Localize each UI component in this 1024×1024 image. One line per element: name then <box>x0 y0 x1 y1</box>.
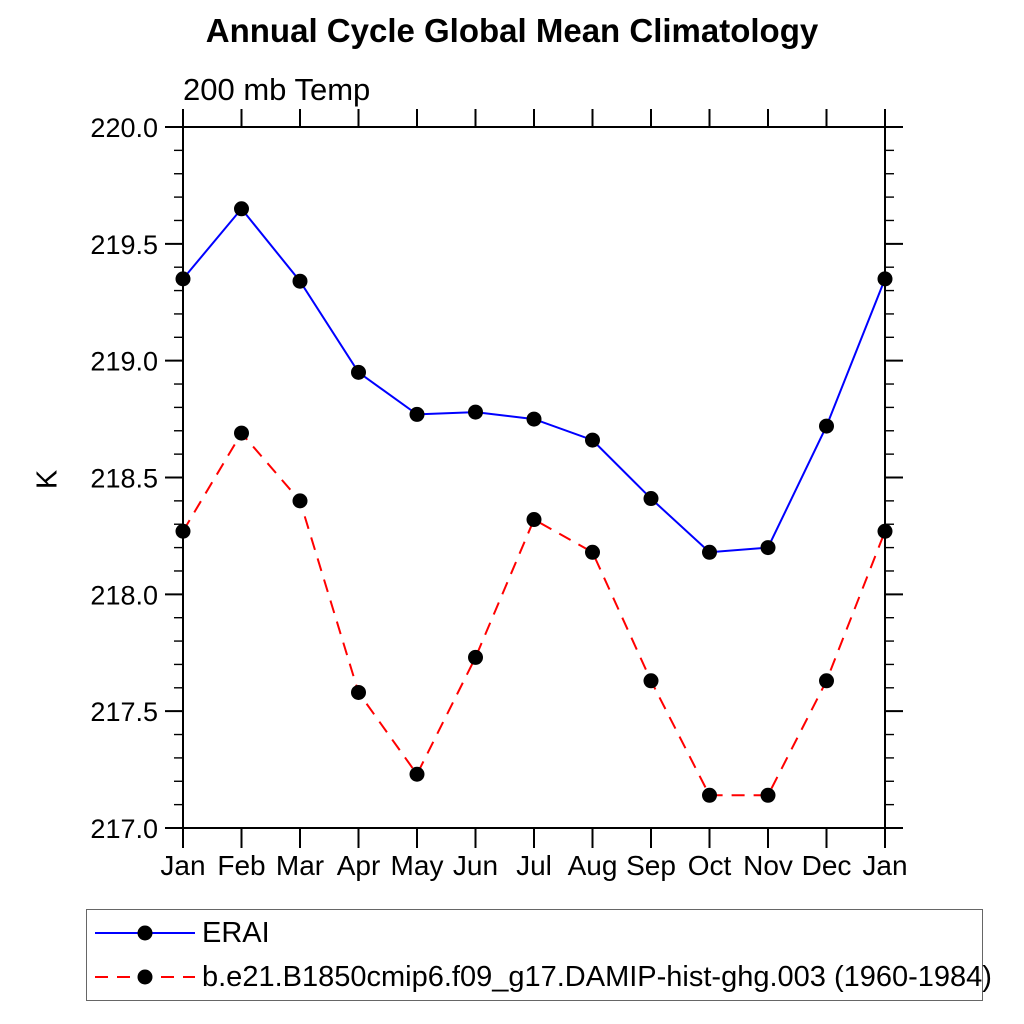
x-tick-label: Feb <box>217 850 265 881</box>
data-point-marker-s0 <box>643 491 659 507</box>
y-tick-label: 220.0 <box>90 113 158 143</box>
y-tick-label: 217.0 <box>90 814 158 844</box>
data-point-marker-s0 <box>760 540 776 556</box>
x-tick-label: May <box>391 850 444 881</box>
series-line-0 <box>182 207 886 554</box>
series-line-1 <box>182 431 886 797</box>
data-point-marker-s1 <box>292 493 308 509</box>
x-tick-label: Aug <box>568 850 618 881</box>
data-point-marker-s0 <box>409 406 425 422</box>
data-point-marker-s0 <box>702 544 717 560</box>
legend-sample-dashed-line <box>95 969 195 985</box>
legend-item-model: b.e21.B1850cmip6.f09_g17.DAMIP-hist-ghg.… <box>87 955 992 999</box>
data-point-marker-s0 <box>585 432 600 448</box>
y-tick-label: 218.0 <box>90 580 158 610</box>
data-point-marker-s1 <box>409 766 425 782</box>
data-point-marker-s1 <box>234 425 249 441</box>
legend-item-erai: ERAI <box>87 911 982 955</box>
data-point-marker-s1 <box>643 673 659 689</box>
x-tick-label: Apr <box>337 850 381 881</box>
legend-sample-solid-line <box>95 925 195 941</box>
x-tick-label: Jun <box>453 850 498 881</box>
data-point-marker-s1 <box>585 544 600 560</box>
data-point-marker-s0 <box>877 271 893 287</box>
legend-label-erai: ERAI <box>202 916 270 949</box>
data-point-marker-s0 <box>526 411 542 427</box>
data-point-marker-s1 <box>877 523 893 539</box>
y-tick-label: 219.0 <box>90 347 158 377</box>
x-tick-label: Oct <box>688 850 732 881</box>
legend-box: ERAI b.e21.B1850cmip6.f09_g17.DAMIP-hist… <box>86 909 992 1001</box>
x-tick-label: Jan <box>160 850 205 881</box>
data-point-marker-s0 <box>351 364 366 380</box>
legend-label-model: b.e21.B1850cmip6.f09_g17.DAMIP-hist-ghg.… <box>202 960 992 993</box>
data-point-marker-s1 <box>702 787 717 803</box>
data-point-marker-s1 <box>819 673 834 689</box>
data-point-marker-s0 <box>819 418 834 434</box>
x-tick-label: Jan <box>862 850 907 881</box>
data-point-marker-s0 <box>234 201 249 217</box>
data-point-marker-s0 <box>468 404 483 420</box>
data-point-marker-s1 <box>351 684 366 700</box>
x-tick-label: Jul <box>516 850 552 881</box>
data-point-marker-s1 <box>526 512 542 528</box>
legend-marker-dot <box>137 969 153 985</box>
x-tick-label: Dec <box>802 850 852 881</box>
data-point-marker-s0 <box>292 273 308 289</box>
x-tick-label: Nov <box>743 850 793 881</box>
y-tick-label: 218.5 <box>90 464 158 494</box>
chart-left-string: 200 mb Temp <box>183 72 371 107</box>
data-point-marker-s1 <box>175 523 191 539</box>
chart-title: Annual Cycle Global Mean Climatology <box>205 12 819 49</box>
legend-marker-dot <box>137 925 153 941</box>
x-tick-label: Mar <box>276 850 324 881</box>
data-point-marker-s1 <box>468 649 483 665</box>
y-tick-label: 219.5 <box>90 230 158 260</box>
axis-frame <box>182 126 886 829</box>
x-tick-label: Sep <box>626 850 676 881</box>
y-tick-label: 217.5 <box>90 697 158 727</box>
data-point-marker-s1 <box>760 787 776 803</box>
data-point-marker-s0 <box>175 271 191 287</box>
